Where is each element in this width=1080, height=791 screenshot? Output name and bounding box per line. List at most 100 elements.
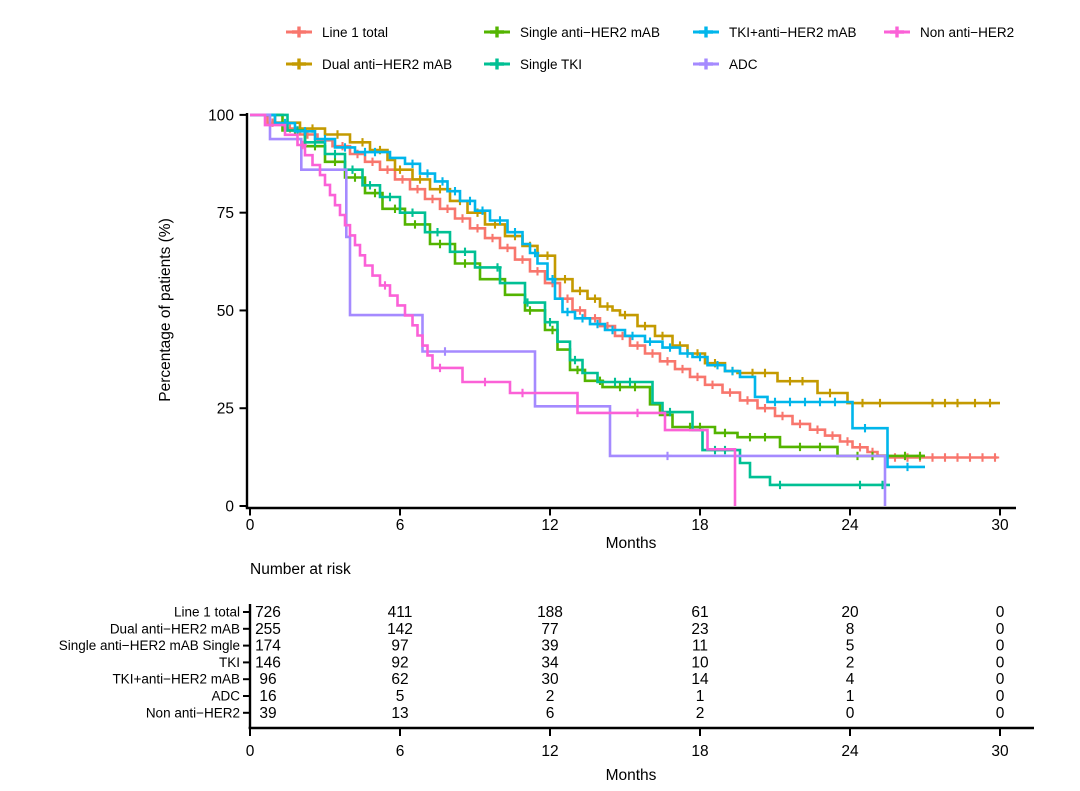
legend-item-adc: ADC <box>693 57 758 72</box>
risk-count: 188 <box>537 604 563 621</box>
risk-count: 92 <box>391 654 408 671</box>
risk-count: 0 <box>846 705 855 722</box>
censor-marks-dual-anti-her2-mab <box>283 118 995 408</box>
risk-count: 726 <box>255 604 281 621</box>
survival-curves <box>250 113 1000 506</box>
x-tick-label: 30 <box>991 517 1009 534</box>
risk-count: 77 <box>541 621 558 638</box>
risk-table-title: Number at risk <box>250 561 351 578</box>
y-tick-label: 100 <box>208 107 234 124</box>
risk-count: 11 <box>692 638 708 655</box>
plot-axes: 0 25 50 75 100 0 6 12 18 24 30 <box>208 107 1016 534</box>
risk-count: 62 <box>391 671 408 688</box>
risk-count: 30 <box>541 671 559 688</box>
risk-count: 16 <box>259 688 276 705</box>
legend-label-adc: ADC <box>729 57 758 72</box>
series-line-single-anti-her2-mab <box>250 113 925 458</box>
y-tick-label: 25 <box>217 401 234 418</box>
censor-marks-non-anti-her2 <box>298 140 642 418</box>
survival-plot: 0 25 50 75 100 0 6 12 18 24 30 Percentage of patie… <box>157 107 1016 552</box>
risk-count: 20 <box>841 604 859 621</box>
risk-x-tick-label: 24 <box>841 743 859 760</box>
series-dual-anti-her2-mab <box>250 113 1000 408</box>
risk-count: 97 <box>391 638 408 655</box>
risk-row-label: TKI <box>219 655 240 670</box>
risk-count: 255 <box>255 621 281 638</box>
risk-x-tick-label: 30 <box>991 743 1009 760</box>
legend-label-line1-total: Line 1 total <box>322 25 388 40</box>
risk-count: 23 <box>691 621 708 638</box>
risk-count: 174 <box>255 638 281 655</box>
x-tick-label: 12 <box>541 517 558 534</box>
risk-count: 0 <box>996 671 1005 688</box>
legend-label-single-anti-her2-mab: Single anti−HER2 mAB <box>520 25 660 40</box>
risk-x-tick-label: 6 <box>396 743 405 760</box>
legend-key-censor-icon <box>490 58 504 70</box>
legend-item-single-anti-her2-mab: Single anti−HER2 mAB <box>484 25 660 40</box>
risk-count: 0 <box>996 604 1005 621</box>
y-tick-label: 0 <box>225 499 234 516</box>
y-axis-label: Percentage of patients (%) <box>157 218 174 402</box>
legend-key-censor-icon <box>490 26 504 38</box>
censor-marks-single-tki <box>293 126 887 490</box>
risk-count: 1 <box>696 688 705 705</box>
risk-count: 39 <box>541 638 558 655</box>
risk-count: 0 <box>996 688 1005 705</box>
legend-key-censor-icon <box>699 58 713 70</box>
risk-count: 13 <box>391 705 408 722</box>
series-line-line1-total <box>250 113 998 459</box>
risk-count: 5 <box>396 688 405 705</box>
risk-row-label: ADC <box>211 689 240 704</box>
risk-x-tick-label: 0 <box>246 743 255 760</box>
risk-x-axis-label: Months <box>606 767 657 784</box>
risk-row-3: Single anti−HER2 mAB Single 174 97 39 11 5 0 <box>59 638 1005 655</box>
risk-row-6: ADC 16 5 2 1 1 0 <box>211 688 1004 705</box>
risk-row-label: Dual anti−HER2 mAB <box>110 621 240 636</box>
risk-count: 411 <box>388 604 413 621</box>
risk-row-label: Single anti−HER2 mAB Single <box>59 638 240 653</box>
series-line-non-anti-her2 <box>250 113 737 506</box>
risk-x-tick-label: 18 <box>691 743 708 760</box>
series-non-anti-her2 <box>250 113 737 506</box>
chart-legend: Line 1 total Single anti−HER2 mAB TKI+anti… <box>286 25 1014 72</box>
risk-row-label: TKI+anti−HER2 mAB <box>112 672 240 687</box>
risk-count: 34 <box>541 654 559 671</box>
legend-key-censor-icon <box>890 26 904 38</box>
risk-count: 8 <box>846 621 855 638</box>
legend-key-censor-icon <box>292 26 306 38</box>
risk-count: 39 <box>259 705 276 722</box>
legend-label-tki-anti-her2-mab: TKI+anti−HER2 mAB <box>729 25 857 40</box>
legend-label-single-tki: Single TKI <box>520 57 582 72</box>
risk-count: 2 <box>696 705 705 722</box>
x-axis-label: Months <box>606 535 657 552</box>
risk-count: 0 <box>996 654 1005 671</box>
risk-row-label: Non anti−HER2 <box>146 705 240 720</box>
risk-count: 0 <box>996 621 1005 638</box>
risk-row-1: Line 1 total 726 411 188 61 20 0 <box>174 604 1005 621</box>
risk-row-7: Non anti−HER2 39 13 6 2 0 0 <box>146 705 1005 722</box>
y-tick-label: 75 <box>217 205 234 222</box>
risk-row-label: Line 1 total <box>174 605 240 620</box>
series-tki-anti-her2-mab <box>250 113 925 472</box>
legend-label-dual-anti-her2-mab: Dual anti−HER2 mAB <box>322 57 452 72</box>
risk-count: 5 <box>846 638 855 655</box>
series-line-adc <box>250 113 887 506</box>
risk-count: 2 <box>546 688 555 705</box>
censor-marks-single-anti-her2-mab <box>290 126 925 461</box>
risk-count: 10 <box>691 654 709 671</box>
y-tick-label: 50 <box>217 303 235 320</box>
risk-count: 4 <box>846 671 855 688</box>
legend-item-non-anti-her2: Non anti−HER2 <box>884 25 1014 40</box>
risk-count: 96 <box>259 671 276 688</box>
risk-count: 0 <box>996 705 1005 722</box>
legend-item-dual-anti-her2-mab: Dual anti−HER2 mAB <box>286 57 452 72</box>
risk-count: 2 <box>846 654 855 671</box>
series-line-dual-anti-her2-mab <box>250 113 1000 405</box>
legend-item-line1-total: Line 1 total <box>286 25 388 40</box>
risk-count: 14 <box>691 671 709 688</box>
legend-item-tki-anti-her2-mab: TKI+anti−HER2 mAB <box>693 25 857 40</box>
legend-label-non-anti-her2: Non anti−HER2 <box>920 25 1014 40</box>
risk-row-5: TKI+anti−HER2 mAB 96 62 30 14 4 0 <box>112 671 1004 688</box>
